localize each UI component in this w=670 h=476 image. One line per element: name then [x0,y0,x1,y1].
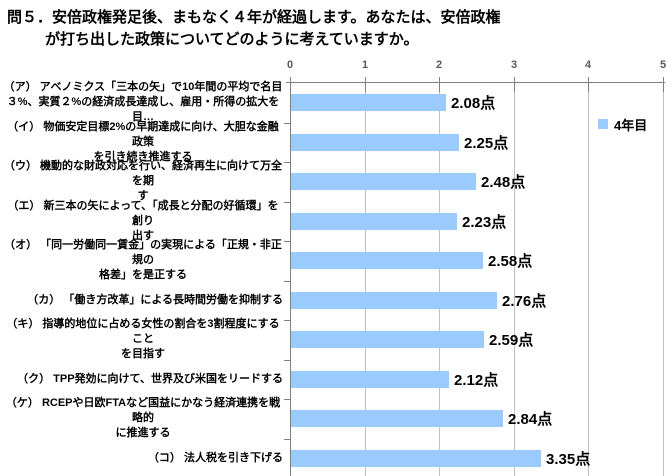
y-axis-tick [284,439,291,440]
value-label: 2.23点 [462,213,507,231]
bar [291,449,541,467]
category-label-text: （エ） 新三本の矢によって、「成長と分配の好循環」を創り 出す [7,199,279,242]
value-label: 2.25点 [464,134,509,152]
value-label: 2.48点 [481,174,526,192]
y-axis-tick [284,162,291,163]
x-axis-tick-label: 1 [361,59,369,71]
legend-marker-icon [598,119,608,129]
category-label-text: （イ） 物価安定目標2%の早期達成に向け、大胆な金融政策 を引き続き推進する [7,120,279,163]
category-label-text: （カ） 「働き方改革」による長時間労働を抑制する [27,293,283,306]
category-label-text: （ケ） RCEPや日欧FTAなど国益にかなう経済連携を戦略的 に推進する [5,397,281,440]
bar [291,173,476,191]
category-label: （オ） 「同一労働同一賃金」の実現による「正規・非正規の 格差」を是正する [3,239,283,282]
category-label-text: （ク） TPP発効に向けて、世界及び米国をリードする [17,372,283,385]
x-axis-tick [663,77,664,92]
gridline [663,83,664,476]
y-axis-tick [284,399,291,400]
gridline [365,83,366,476]
x-axis-tick-label: 3 [510,59,518,71]
legend-label: 4年目 [614,117,648,133]
question-title: 問５．安倍政権発足後、まもなく４年が経過します。あなたは、安倍政権 が打ち出した… [7,9,501,48]
category-label: （キ） 指導的地位に占める女性の割合を3割程度にすること を目指す [3,318,283,361]
bar [291,370,449,388]
y-axis-tick [284,360,291,361]
category-label: （ウ） 機動的な財政対応を行い、経済再生に向けて万全を期 す [3,160,283,203]
gridline [514,83,515,476]
x-axis-tick [439,77,440,92]
y-axis-tick [284,281,291,282]
category-label: （カ） 「働き方改革」による長時間労働を抑制する [27,281,283,321]
bar [291,252,483,270]
gridline [588,83,589,476]
x-axis-tick [588,77,589,92]
x-axis-tick-label: 5 [659,59,667,71]
category-label-text: （キ） 指導的地位に占める女性の割合を3割程度にすること を目指す [6,318,280,361]
category-label: （ク） TPP発効に向けて、世界及び米国をリードする [17,360,283,400]
x-axis-tick [514,77,515,92]
category-label-text: （オ） 「同一労働同一賃金」の実現による「正規・非正規の 格差」を是正する [4,239,282,282]
x-axis-tick-label: 2 [435,59,443,71]
bar [291,94,446,112]
y-axis-tick [284,320,291,321]
value-label: 2.59点 [489,332,534,350]
bar [291,410,503,428]
value-label: 2.58点 [488,253,533,271]
y-axis-line [290,82,291,476]
category-label: （イ） 物価安定目標2%の早期達成に向け、大胆な金融政策 を引き続き推進する [3,120,283,163]
category-label-text: （コ） 法人税を引き下げる [147,451,283,464]
x-axis-line [286,82,665,83]
y-axis-tick [284,202,291,203]
x-axis-tick-label: 4 [584,59,592,71]
bar [291,133,459,151]
y-axis-tick [284,123,291,124]
legend: 4年目 [596,112,650,136]
category-label-text: （ウ） 機動的な財政対応を行い、経済再生に向けて万全を期 す [3,160,283,203]
x-axis-tick [290,77,291,92]
value-label: 3.35点 [546,450,591,468]
category-label-text: （ア） アベノミクス「三本の矢」で10年間の平均で名目 ３%、実質２%の経済成長… [3,81,283,124]
x-axis-tick-label: 0 [286,59,294,71]
category-label: （エ） 新三本の矢によって、「成長と分配の好循環」を創り 出す [3,199,283,242]
bar [291,331,484,349]
value-label: 2.08点 [451,95,496,113]
category-label: （ケ） RCEPや日欧FTAなど国益にかなう経済連携を戦略的 に推進する [3,397,283,440]
gridline [439,83,440,476]
value-label: 2.84点 [508,411,553,429]
value-label: 2.12点 [454,371,499,389]
bar [291,212,457,230]
bar [291,291,497,309]
y-axis-tick [284,241,291,242]
x-axis-tick [365,77,366,92]
category-label: （ア） アベノミクス「三本の矢」で10年間の平均で名目 ３%、実質２%の経済成長… [3,81,283,124]
category-label: （コ） 法人税を引き下げる [148,439,283,476]
value-label: 2.76点 [502,292,547,310]
